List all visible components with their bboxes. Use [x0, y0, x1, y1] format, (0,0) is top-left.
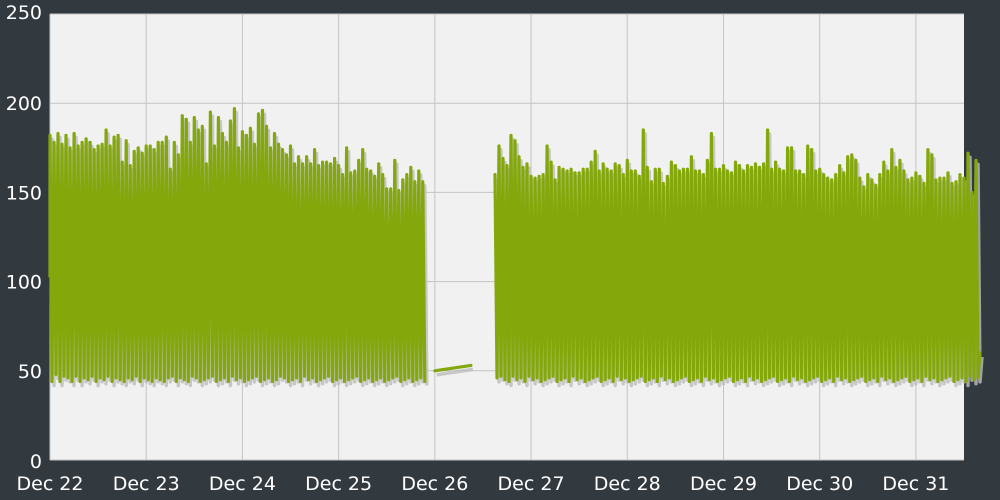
y-tick-label-50: 50 [18, 361, 42, 383]
x-tick-label-dec-22: Dec 22 [17, 473, 84, 495]
x-tick-label-dec-27: Dec 27 [498, 473, 565, 495]
y-tick-label-100: 100 [6, 272, 42, 294]
x-tick-label-dec-28: Dec 28 [594, 473, 661, 495]
series-segment-1 [48, 107, 427, 384]
y-tick-label-200: 200 [6, 93, 42, 115]
series-segment-2 [493, 128, 982, 384]
x-tick-label-dec-23: Dec 23 [113, 473, 180, 495]
series-layer [48, 107, 984, 388]
series-gap-connector [433, 363, 473, 373]
x-tick-label-dec-24: Dec 24 [209, 473, 276, 495]
x-tick-label-dec-25: Dec 25 [305, 473, 372, 495]
x-tick-label-dec-29: Dec 29 [690, 473, 757, 495]
x-axis-tick-labels: Dec 22 Dec 23 Dec 24 Dec 25 Dec 26 Dec 27 Dec … [17, 473, 950, 495]
y-tick-label-150: 150 [6, 182, 42, 204]
y-tick-label-250: 250 [6, 2, 42, 24]
x-tick-label-dec-26: Dec 26 [401, 473, 468, 495]
series-gap-connector-shadow [436, 367, 474, 377]
y-tick-label-0: 0 [30, 451, 42, 473]
x-tick-label-dec-30: Dec 30 [786, 473, 853, 495]
x-tick-label-dec-31: Dec 31 [882, 473, 949, 495]
y-axis-tick-labels: 0 50 100 150 200 250 [6, 2, 42, 473]
